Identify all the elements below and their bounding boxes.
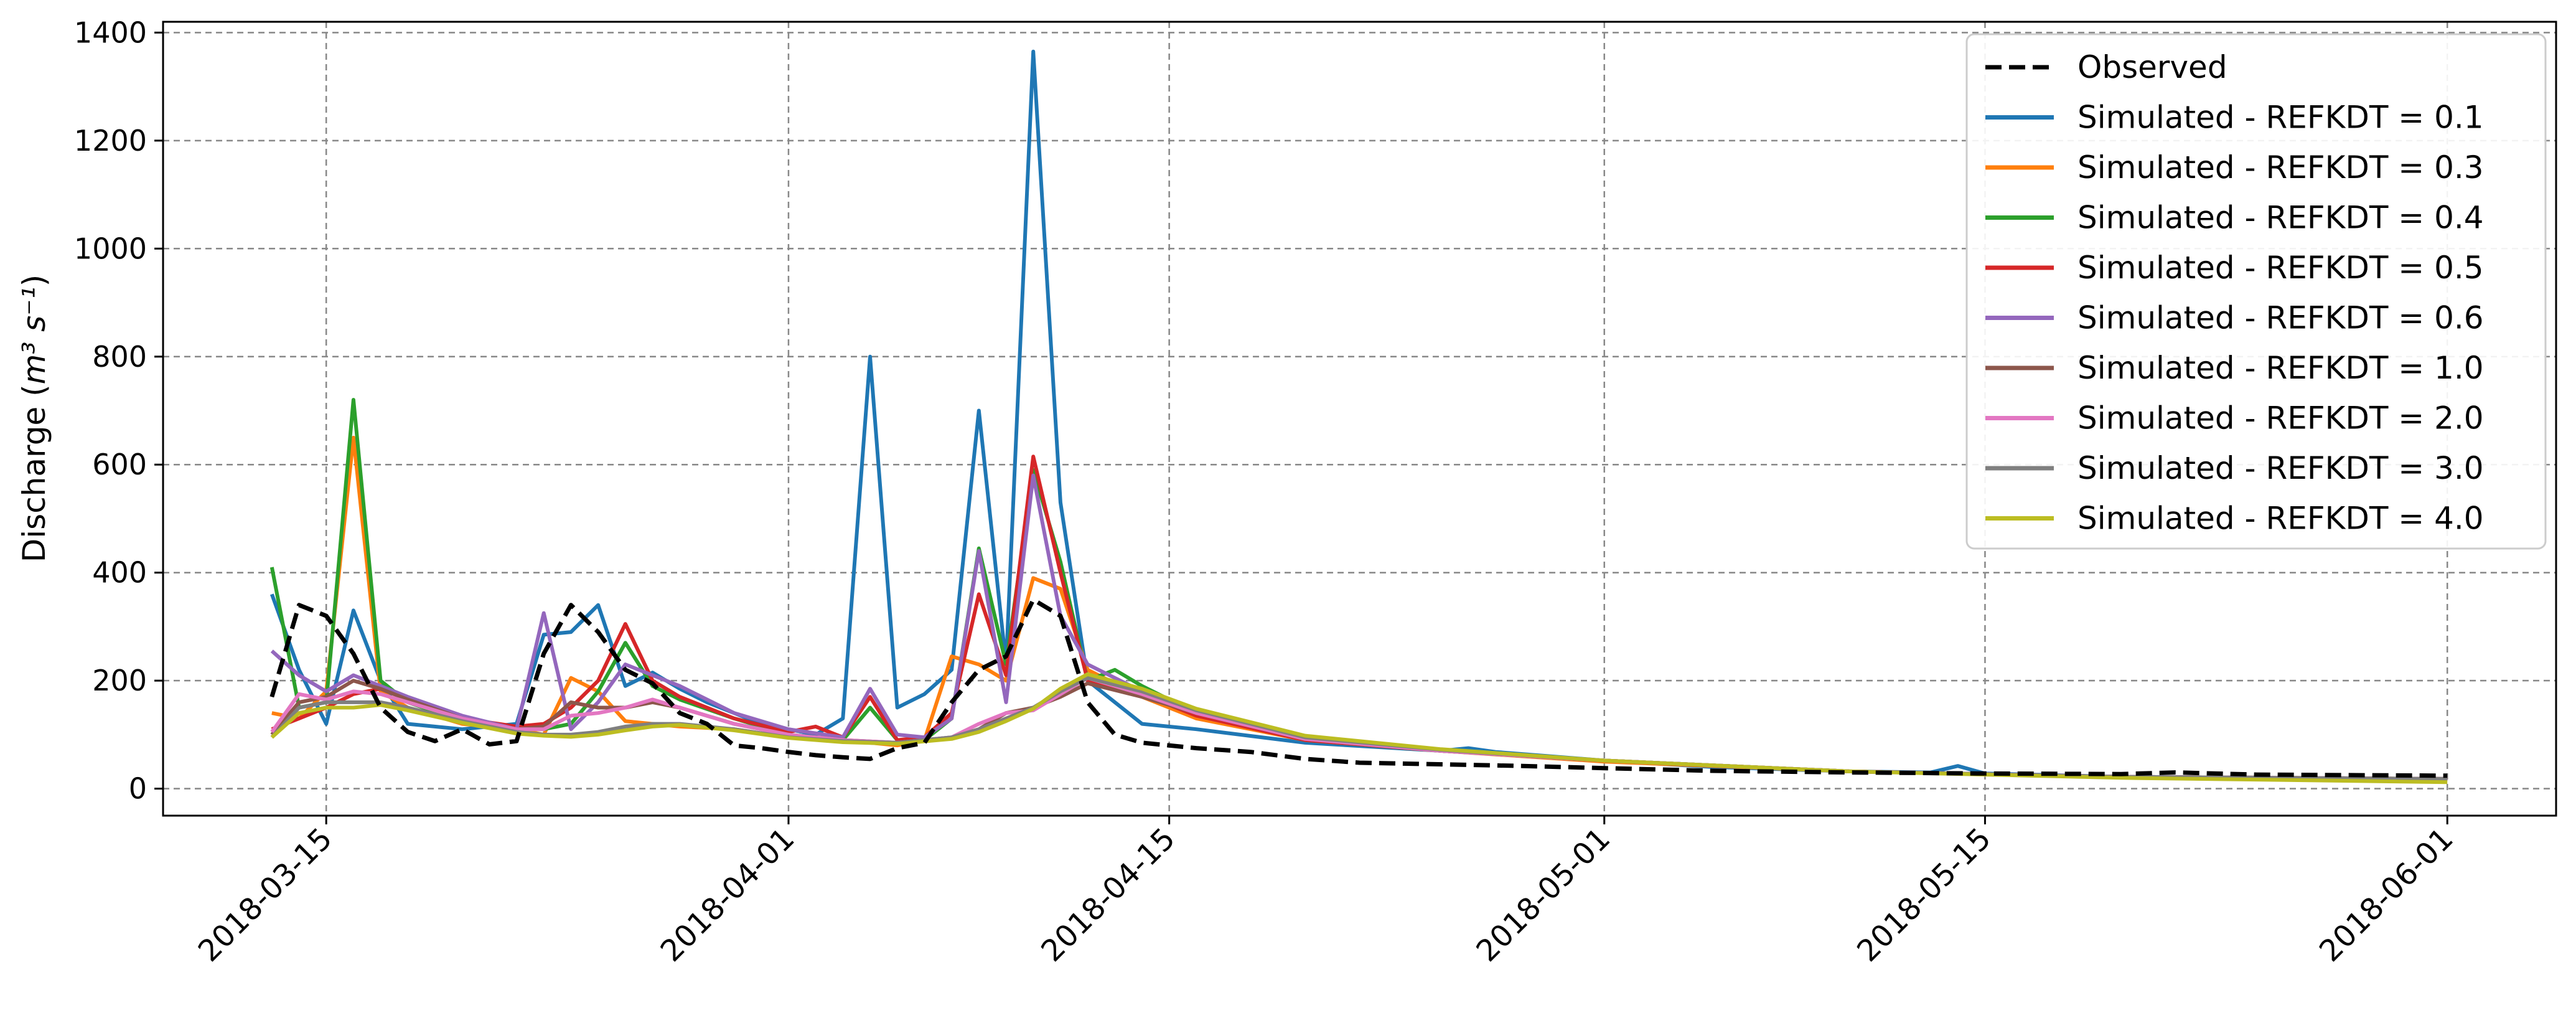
legend-label: Simulated - REFKDT = 0.6 [2077,300,2484,336]
series-lines [269,49,2448,785]
y-axis-ticks: 0 200 400 600 800 1000 1200 1400 [74,16,163,806]
legend-label: Simulated - REFKDT = 1.0 [2077,350,2484,386]
legend-label: Simulated - REFKDT = 2.0 [2077,400,2484,436]
y-axis-label-unit: m³ s⁻¹ [16,286,52,384]
series-line [270,672,2448,785]
y-tick-label: 600 [92,448,147,481]
y-tick-label: 1400 [74,16,147,49]
legend-label: Simulated - REFKDT = 0.1 [2077,100,2484,136]
legend-label: Simulated - REFKDT = 0.5 [2077,250,2484,286]
legend-label: Observed [2077,49,2227,85]
y-tick-label: 800 [92,340,147,374]
legend-box [1965,33,2547,550]
y-tick-label: 1000 [74,232,147,265]
legend-label: Simulated - REFKDT = 0.3 [2077,149,2484,186]
y-tick-label: 1200 [74,124,147,158]
legend-label: Simulated - REFKDT = 0.4 [2077,200,2484,236]
legend-label: Simulated - REFKDT = 4.0 [2077,501,2484,537]
legend-label: Simulated - REFKDT = 3.0 [2077,450,2484,486]
y-tick-label: 0 [129,772,147,806]
plot-frame [162,21,2557,817]
y-axis-label-main: Discharge ( [16,384,52,562]
y-tick-label: 200 [92,664,147,697]
y-axis-label: Discharge (m³ s⁻¹) [16,275,52,563]
series-line [269,597,2448,778]
y-axis-label-close: ) [16,275,52,287]
y-tick-label: 400 [92,556,147,590]
legend: Observed Simulated - REFKDT = 0.1 Simulate… [1965,33,2547,550]
